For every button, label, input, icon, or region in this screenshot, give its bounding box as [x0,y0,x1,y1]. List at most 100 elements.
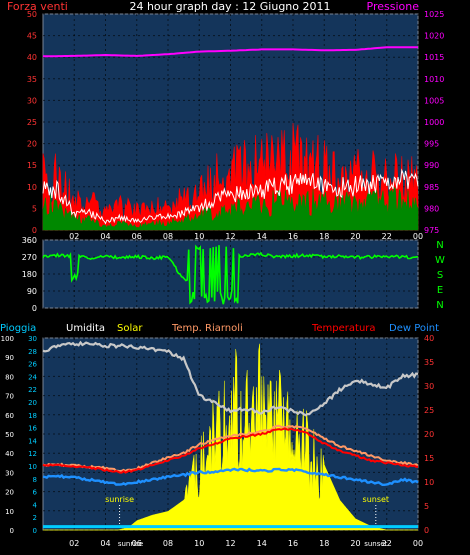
rain-tick-label: 4 [33,501,38,509]
direction-tick-label: 360 [22,236,37,245]
temperature-tick-label: 20 [424,430,434,439]
rain-tick-label: 10 [28,463,37,471]
hour-tick-label: 08 [163,232,173,241]
temperature-tick-label: 15 [424,454,434,463]
pressure-tick-label: 1000 [424,118,444,127]
hour-tick-label: 06 [132,539,142,548]
temperature-series [42,427,419,474]
direction-tick-label: 180 [22,270,37,279]
pressure-tick-label: 1010 [424,75,444,84]
rain-tick-label: 28 [28,348,37,356]
wind-speed-series [42,186,419,231]
chart-title: 24 hour graph day : 12 Giugno 2011 [129,0,330,13]
wind-tick-label: 45 [27,32,37,41]
rain-tick-label: 18 [28,412,37,420]
direction-tick-label: 270 [22,253,37,262]
hour-tick-label: 08 [163,539,173,548]
hour-tick-label: 22 [382,232,392,241]
rain-tick-label: 6 [33,489,38,497]
humidity-tick-label: 50 [5,431,14,439]
hour-tick-label: 18 [319,539,329,548]
rain-tick-label: 26 [28,361,37,369]
temperature-tick-label: 25 [424,406,434,415]
hour-tick-label: 10 [194,232,204,241]
rain-tick-label: 16 [28,425,37,433]
humidity-tick-label: 0 [10,527,14,535]
hour-tick-label: 02 [69,232,79,241]
humidity-tick-label: 20 [5,489,14,497]
humidity-tick-label: 100 [1,335,14,343]
hour-tick-label: 10 [194,539,204,548]
rain-tick-label: 8 [33,476,37,484]
humidity-tick-label: 60 [5,412,14,420]
pressure-axis-title: Pressione [367,0,420,13]
rain-tick-label: 14 [28,437,37,445]
sun-event-label: sunrise [105,495,134,504]
sun-event-label: sunset [363,495,390,504]
pressure-tick-label: 980 [424,204,439,213]
hour-tick-label: 06 [132,232,142,241]
temperature-tick-label: 0 [424,526,429,535]
pressure-tick-label: 990 [424,161,439,170]
wind-tick-label: 15 [27,161,37,170]
temp-riarnoli-series [42,424,419,473]
humidity-tick-label: 40 [5,450,14,458]
rain-tick-label: 22 [28,386,37,394]
temperature-tick-label: 35 [424,358,434,367]
legend-item: Temperatura [311,323,376,334]
wind-pressure-series [42,46,419,231]
hour-tick-label: 00 [413,232,423,241]
hour-tick-label: 20 [350,539,360,548]
dew-point-series [42,467,419,486]
pressure-tick-label: 1005 [424,96,444,105]
wind-average-series [42,168,419,225]
rain-tick-label: 0 [33,527,37,535]
cardinal-label: N [436,300,443,311]
wind-tick-label: 0 [32,226,37,235]
pressure-tick-label: 1020 [424,32,444,41]
legend-item: Umidita [66,323,105,334]
solar-series [43,343,418,531]
hour-tick-label: 00 [413,539,423,548]
humidity-tick-label: 70 [5,393,14,401]
humidity-tick-label: 30 [5,469,14,477]
temperature-tick-label: 40 [424,334,434,343]
pressure-tick-label: 1025 [424,10,444,19]
wind-tick-label: 30 [27,96,37,105]
hour-tick-label: 16 [288,232,298,241]
temperature-tick-label: 10 [424,478,434,487]
wind-tick-label: 25 [27,118,37,127]
legend-item: Solar [117,323,143,334]
hour-tick-label: 04 [100,539,110,548]
lower-chart-legend: Pioggia Umidita Solar Temp. Riarnoli Tempera… [0,323,439,334]
temperature-tick-label: 30 [424,382,434,391]
wind-direction-series [42,244,419,305]
wind-pressure-axis-labels: 0510152025303540455097598098599099510001… [27,10,445,241]
hour-tick-label: 20 [350,232,360,241]
rain-tick-label: 24 [28,373,37,381]
temperature-tick-label: 5 [424,502,429,511]
hour-tick-label: 14 [257,232,267,241]
cardinal-label: N [436,240,443,251]
wind-tick-label: 20 [27,140,37,149]
pressure-tick-label: 1015 [424,53,444,62]
hour-tick-label: 02 [69,539,79,548]
wind-axis-title: Forza venti [7,0,68,13]
wind-tick-label: 50 [27,10,37,19]
hour-tick-label: 14 [257,539,267,548]
wind-tick-label: 40 [27,53,37,62]
hour-tick-label: 22 [382,539,392,548]
wind-direction-series [42,244,419,305]
direction-tick-label: 90 [27,287,37,296]
legend-item: Dew Point [389,323,439,334]
humidity-tick-label: 10 [5,508,14,516]
pressure-tick-label: 985 [424,183,439,192]
pressure-tick-label: 995 [424,140,439,149]
rain-tick-label: 30 [28,335,37,343]
humidity-series [42,340,419,417]
pressure-series [43,46,418,58]
wind-tick-label: 5 [32,204,37,213]
hour-tick-label: 12 [225,539,235,548]
humidity-tick-label: 90 [5,354,14,362]
